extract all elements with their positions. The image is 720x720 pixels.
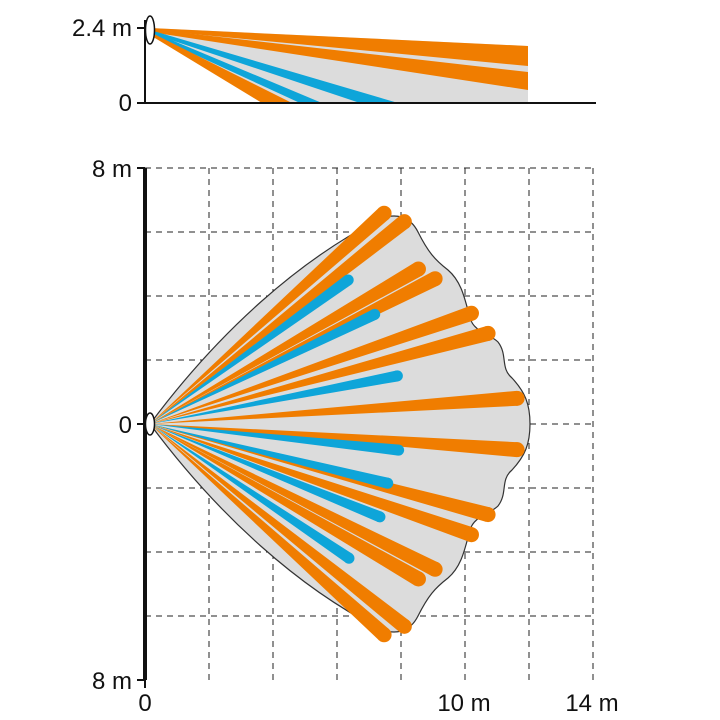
side-long-zone-3 [150, 32, 292, 103]
long-zone-11-tip [427, 561, 443, 577]
short-zone-3-tip [391, 370, 403, 382]
long-zone-4-tip [427, 271, 443, 287]
side-long-zone-2 [150, 29, 528, 90]
long-zone-5 [150, 306, 474, 424]
long-zone-5-tip [463, 305, 479, 321]
short-zone-5-tip [382, 477, 394, 489]
long-zone-7-tip [509, 390, 525, 406]
long-zone-13 [150, 424, 410, 633]
long-zone-1 [150, 207, 390, 424]
long-zone-6-tip [480, 325, 496, 341]
long-zone-12-tip [410, 571, 426, 587]
side-short-zone-2 [150, 31, 322, 103]
sensor-icon [144, 412, 156, 436]
top-x-end-label: 14 m [565, 690, 618, 717]
long-zone-7 [150, 390, 518, 424]
long-zone-13-tip [396, 618, 412, 634]
short-zone-4-tip [393, 444, 405, 456]
short-zone-1-tip [342, 274, 354, 286]
short-zone-2 [150, 309, 378, 424]
short-zone-5 [150, 424, 390, 489]
long-zone-3 [150, 262, 423, 424]
long-zone-3-tip [410, 261, 426, 277]
short-zone-7-tip [343, 552, 355, 564]
top-y-top-label: 8 m [92, 156, 132, 183]
long-zone-14-tip [376, 627, 392, 643]
short-zone-3 [150, 370, 399, 424]
long-zone-12 [150, 424, 423, 586]
long-zone-14 [150, 424, 390, 641]
side-height-top-label: 2.4 m [72, 15, 132, 42]
long-zone-10 [150, 424, 474, 542]
top-x-start-label: 0 [138, 690, 151, 717]
long-zone-9-tip [480, 507, 496, 523]
short-zone-6-tip [374, 511, 386, 523]
side-view: 2.4 m 0 [72, 15, 596, 117]
top-y-center-label: 0 [119, 412, 132, 439]
long-zone-10-tip [463, 527, 479, 543]
long-zone-1-tip [376, 205, 392, 221]
short-zone-1 [150, 275, 352, 424]
long-zone-4 [150, 272, 439, 424]
short-zone-4 [150, 424, 400, 456]
long-zone-8-tip [509, 442, 525, 458]
detection-zones [150, 205, 525, 643]
top-view: 8 m 0 8 m 0 10 m 14 m [92, 156, 619, 717]
long-zone-6 [150, 326, 491, 424]
long-zone-11 [150, 424, 439, 576]
short-zone-2-tip [369, 308, 381, 320]
long-zone-9 [150, 424, 491, 522]
short-zone-7 [150, 424, 353, 563]
side-short-zone-1 [150, 30, 398, 103]
top-x-mid-label: 10 m [437, 690, 490, 717]
side-height-bottom-label: 0 [119, 90, 132, 117]
short-zone-6 [150, 424, 383, 523]
top-y-bottom-label: 8 m [92, 668, 132, 695]
long-zone-2-tip [396, 214, 412, 230]
long-zone-2 [150, 215, 410, 424]
sensor-icon [144, 15, 156, 45]
side-long-zone-1 [150, 28, 528, 66]
